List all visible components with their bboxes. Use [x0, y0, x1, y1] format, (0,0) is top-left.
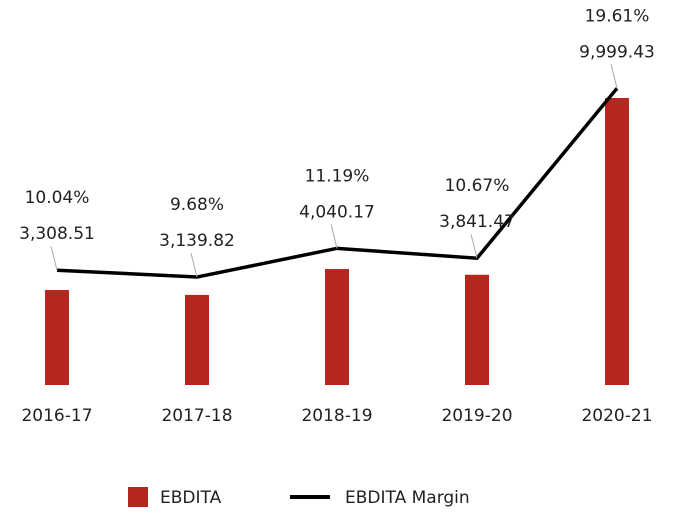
- bar: [465, 274, 489, 385]
- bar-value-label: 3,308.51: [19, 224, 95, 244]
- leader-line: [610, 64, 618, 89]
- x-tick-label: 2019-20: [441, 406, 512, 426]
- margin-value-label: 10.04%: [25, 188, 90, 208]
- x-tick-label: 2018-19: [301, 406, 372, 426]
- margin-value-label: 19.61%: [585, 6, 650, 26]
- leader-line: [330, 224, 338, 249]
- bar-value-label: 3,841.47: [439, 212, 515, 232]
- x-tick-label: 2020-21: [581, 406, 652, 426]
- leader-line: [190, 252, 198, 278]
- leader-line: [470, 234, 478, 259]
- bar-value-label: 4,040.17: [299, 202, 375, 222]
- bar: [185, 294, 209, 385]
- bar: [45, 290, 69, 385]
- legend-label: EBDITA: [160, 488, 222, 508]
- margin-value-label: 10.67%: [445, 176, 510, 196]
- bar-value-label: 9,999.43: [579, 42, 655, 62]
- x-tick-label: 2016-17: [21, 406, 92, 426]
- bar: [605, 98, 629, 385]
- margin-value-label: 11.19%: [305, 166, 370, 186]
- bar-value-label: 3,139.82: [159, 231, 235, 251]
- bar: [325, 269, 349, 385]
- legend-label: EBDITA Margin: [345, 488, 470, 508]
- leader-line: [50, 246, 58, 271]
- legend-swatch: [128, 487, 148, 507]
- x-tick-label: 2017-18: [161, 406, 232, 426]
- margin-value-label: 9.68%: [170, 195, 224, 215]
